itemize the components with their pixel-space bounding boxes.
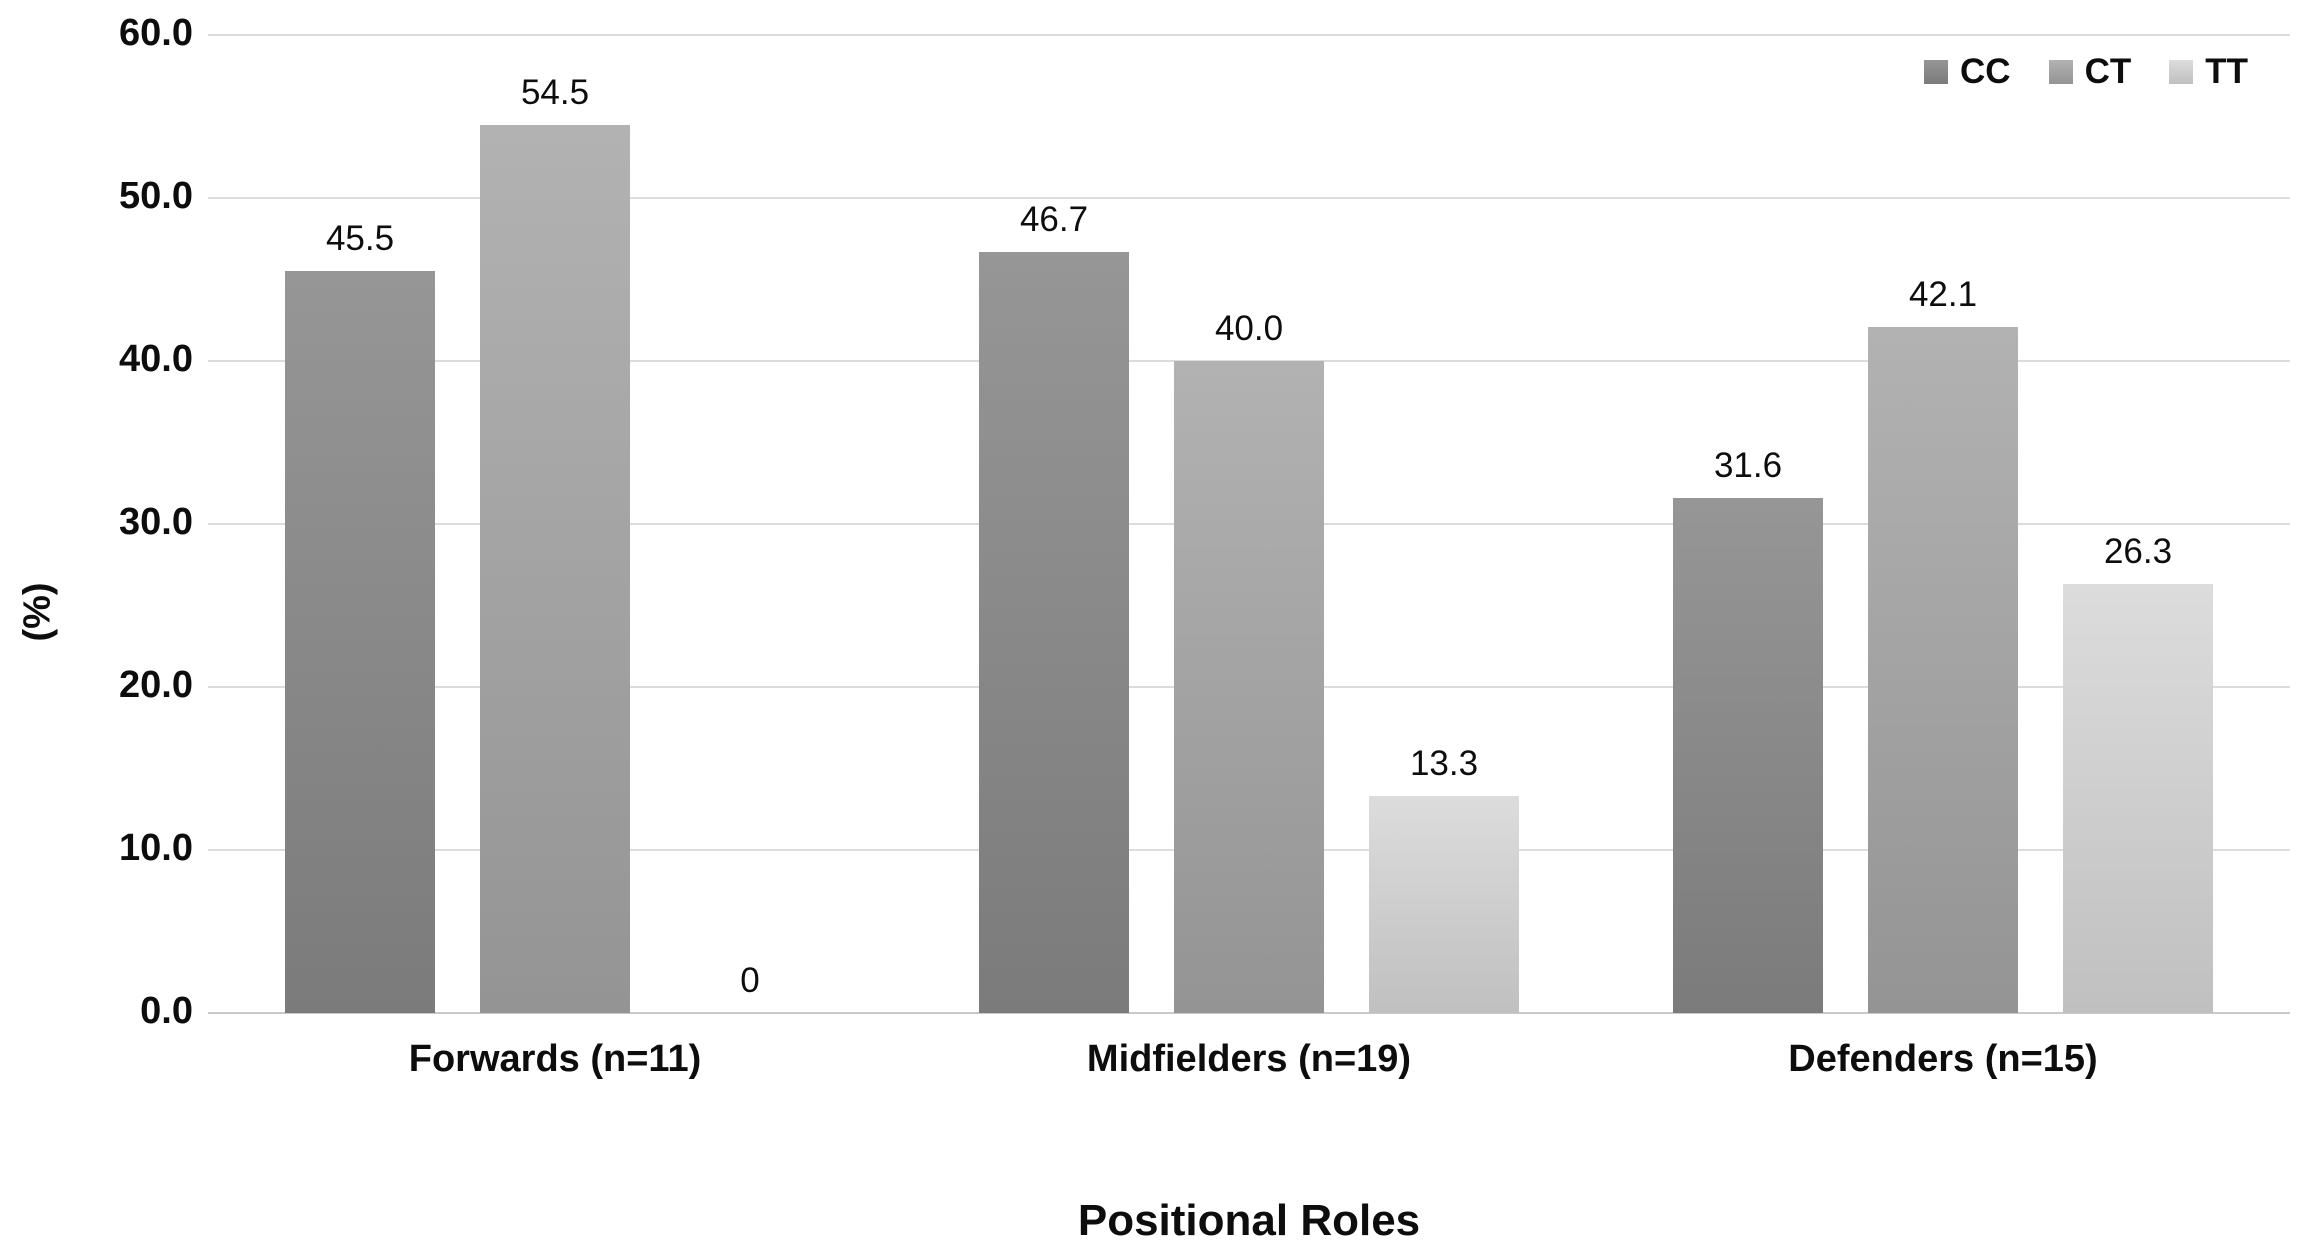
plot-area: 45.5 54.5 0 46.7 40.0 13.3 31.6 42.1 26.3 — [208, 34, 2290, 1014]
y-tick-label: 30.0 — [119, 501, 193, 543]
bar-tt-1 — [1369, 796, 1519, 1013]
y-tick-label: 50.0 — [119, 175, 193, 217]
bar-ct-2 — [1868, 327, 2018, 1013]
y-tick-label: 40.0 — [119, 338, 193, 380]
value-label: 31.6 — [1713, 446, 1783, 485]
legend-label-cc: CC — [1960, 52, 2011, 91]
legend-item-tt: TT — [2169, 52, 2248, 92]
legend-swatch-cc-icon — [1924, 60, 1949, 84]
value-label: 0 — [740, 961, 760, 1000]
x-axis-title: Positional Roles — [1077, 1196, 1421, 1245]
value-label: 40.0 — [1214, 309, 1284, 348]
value-label: 42.1 — [1908, 275, 1978, 314]
y-tick-label: 60.0 — [119, 12, 193, 54]
legend-swatch-ct-icon — [2048, 60, 2073, 84]
legend-label-tt: TT — [2205, 52, 2248, 91]
legend-item-cc: CC — [1924, 52, 2011, 92]
bar-ct-0 — [480, 125, 630, 1013]
gridline — [208, 34, 2290, 36]
y-tick-label: 20.0 — [119, 664, 193, 706]
bar-cc-0 — [285, 271, 435, 1013]
legend-label-ct: CT — [2084, 52, 2132, 91]
y-axis-title: (%) — [16, 582, 59, 642]
bar-cc-1 — [979, 252, 1129, 1013]
y-tick-label: 10.0 — [119, 827, 193, 869]
category-label: Midfielders (n=19) — [1086, 1038, 1412, 1080]
category-label: Defenders (n=15) — [1788, 1038, 2098, 1080]
bar-cc-2 — [1673, 498, 1823, 1013]
category-label: Forwards (n=11) — [408, 1038, 702, 1080]
value-label: 45.5 — [325, 219, 395, 258]
legend: CC CT TT — [1924, 52, 2248, 92]
y-tick-label: 0.0 — [140, 990, 193, 1032]
bar-ct-1 — [1174, 361, 1324, 1013]
value-label: 13.3 — [1409, 744, 1479, 783]
value-label: 26.3 — [2103, 532, 2173, 571]
gridline — [208, 197, 2290, 199]
bar-tt-2 — [2063, 584, 2213, 1013]
value-label: 54.5 — [520, 73, 590, 112]
value-label: 46.7 — [1019, 200, 1089, 239]
legend-swatch-tt-icon — [2169, 60, 2194, 84]
legend-item-ct: CT — [2048, 52, 2132, 92]
x-axis-line — [208, 1012, 2290, 1014]
